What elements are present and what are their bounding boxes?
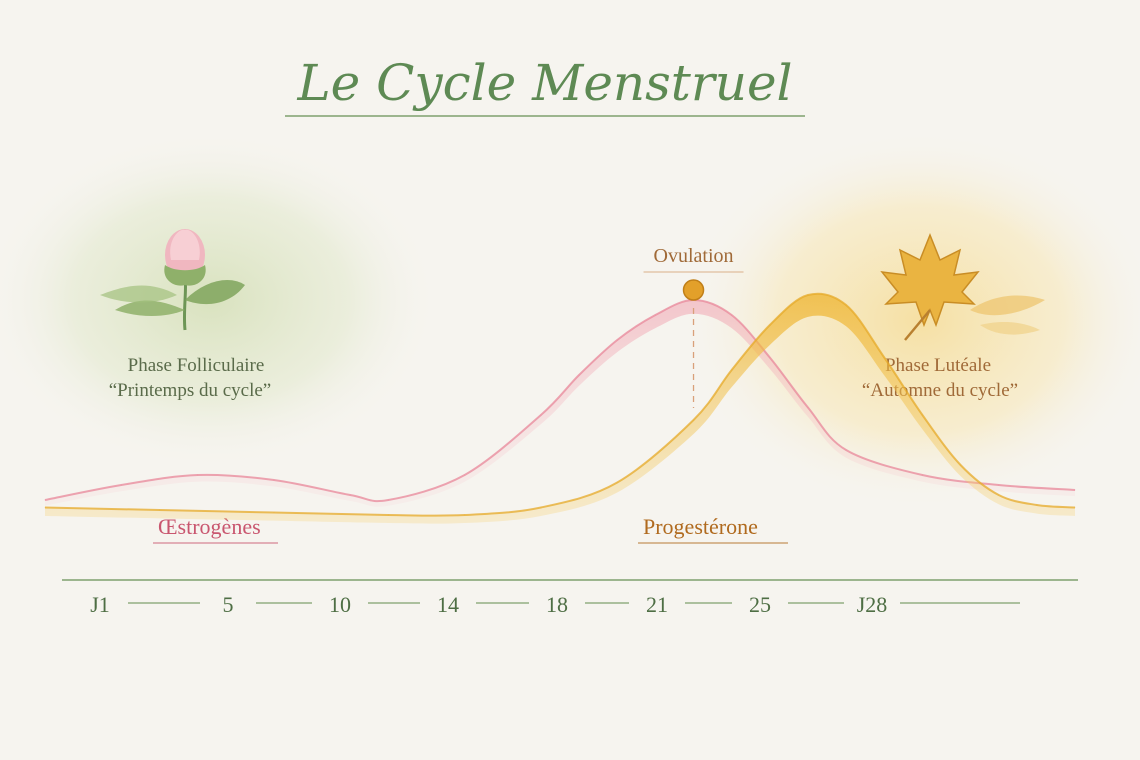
series-progesterone-point xyxy=(540,506,542,509)
x-tick-label: 14 xyxy=(437,592,459,617)
x-ticks: J1 5 10 14 18 21 25 J28 xyxy=(90,592,1020,617)
series-progesterone-point xyxy=(731,369,733,371)
series-progesterone-point xyxy=(387,514,389,516)
series-estrogen-point xyxy=(616,339,618,341)
series-estrogen-point xyxy=(540,414,542,416)
series-progesterone-point xyxy=(1074,506,1076,509)
phase-luteal-name: Phase Lutéale xyxy=(885,355,991,376)
series-estrogen-point xyxy=(654,314,656,316)
series-progesterone-point xyxy=(807,294,809,296)
ovulation-dot xyxy=(682,279,705,301)
series-progesterone-point xyxy=(692,419,695,421)
series-progesterone-point xyxy=(883,356,885,359)
series-estrogen-point xyxy=(349,494,351,496)
ovulation-label: Ovulation xyxy=(654,245,734,267)
series-estrogen-point xyxy=(120,484,122,486)
series-estrogen-point xyxy=(387,499,389,501)
series-progesterone-line xyxy=(44,292,1076,517)
series-estrogen-point xyxy=(769,356,771,359)
series-estrogen-point xyxy=(731,314,733,316)
series-estrogen-point xyxy=(845,449,847,451)
x-tick-label: 18 xyxy=(546,592,568,617)
series-estrogen-point xyxy=(464,474,466,476)
series-progesterone-point xyxy=(616,481,618,484)
x-tick-label: 5 xyxy=(223,592,234,617)
series-estrogen-area xyxy=(45,300,1075,507)
x-tick-label: J28 xyxy=(857,592,888,617)
series-estrogen-point xyxy=(44,499,46,501)
series-estrogen-point xyxy=(196,474,199,476)
maple-leaf-icon xyxy=(880,232,1045,341)
series-progesterone-point xyxy=(464,514,466,516)
series-estrogen-point xyxy=(807,406,809,409)
series-estrogen-point xyxy=(1074,489,1076,491)
series-progesterone-point xyxy=(1036,504,1038,506)
series-progesterone: Progestérone xyxy=(44,292,1076,544)
x-tick-label: 10 xyxy=(329,592,351,617)
series-progesterone-point xyxy=(959,464,962,466)
series-estrogen-line xyxy=(44,298,1076,503)
series-estrogen-point xyxy=(921,474,924,476)
series-estrogen-point xyxy=(273,479,275,481)
series-progesterone-point xyxy=(769,324,771,326)
phase-follicular-name: Phase Folliculaire xyxy=(128,355,265,376)
series-label-progesterone: Progestérone xyxy=(643,514,758,539)
series-progesterone-point xyxy=(845,304,847,306)
series-layer: Œstrogènes Progestérone xyxy=(44,292,1076,544)
series-progesterone-point xyxy=(921,414,924,416)
phase-follicular-subtitle: “Printemps du cycle” xyxy=(109,380,272,401)
autumn-wash xyxy=(680,130,1140,510)
ovulation-marker: Ovulation xyxy=(643,245,744,408)
series-progesterone-point xyxy=(998,494,1000,496)
x-tick-label: 21 xyxy=(646,592,668,617)
x-tick-label: 25 xyxy=(749,592,771,617)
series-estrogen-point xyxy=(998,484,1000,486)
page-title: Le Cycle Menstruel xyxy=(296,54,792,112)
x-tick-label: J1 xyxy=(90,592,110,617)
phase-luteal-subtitle: “Automne du cycle” xyxy=(862,380,1018,401)
series-progesterone-point xyxy=(158,509,161,511)
series-progesterone-point xyxy=(273,511,275,514)
series-progesterone-point xyxy=(44,506,46,509)
flower-bud-icon xyxy=(100,229,245,331)
series-estrogen-point xyxy=(578,374,580,376)
